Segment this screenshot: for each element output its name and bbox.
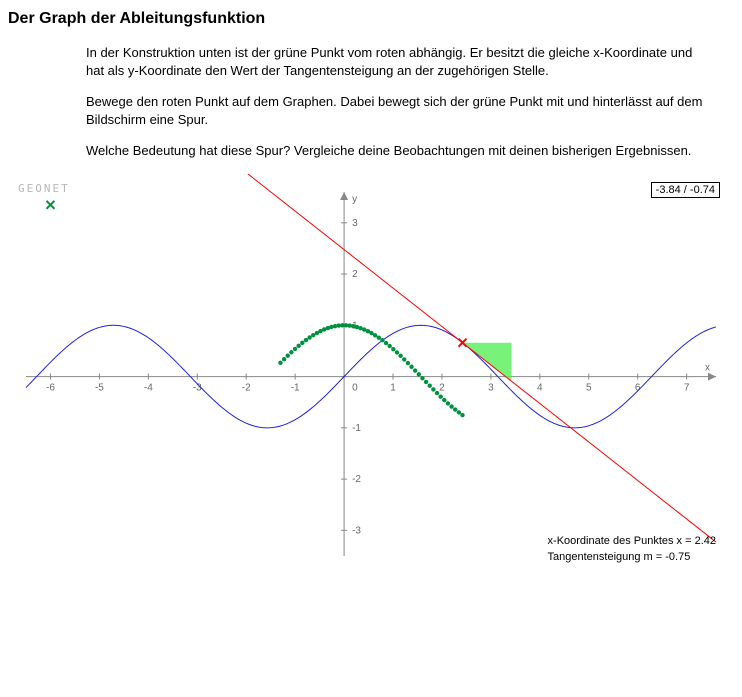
plot-container: GEONET -3.84 / -0.74 -6-5-4-3-2-11234567…: [8, 174, 734, 574]
svg-text:3: 3: [488, 382, 494, 393]
svg-text:2: 2: [439, 382, 445, 393]
svg-text:-4: -4: [144, 382, 153, 393]
svg-text:3: 3: [352, 217, 358, 228]
svg-text:-6: -6: [46, 382, 55, 393]
svg-text:4: 4: [537, 382, 543, 393]
svg-text:-3: -3: [352, 525, 361, 536]
svg-text:-2: -2: [242, 382, 251, 393]
x-coordinate-label: x-Koordinate des Punktes x = 2.42: [548, 533, 716, 550]
svg-text:1: 1: [390, 382, 396, 393]
svg-text:2: 2: [352, 269, 358, 280]
svg-text:y: y: [352, 194, 357, 205]
svg-text:-1: -1: [352, 423, 361, 434]
intro-block: In der Konstruktion unten ist der grüne …: [86, 44, 704, 160]
intro-paragraph-2: Bewege den roten Punkt auf dem Graphen. …: [86, 93, 704, 128]
derivative-plot[interactable]: -6-5-4-3-2-11234567-3-2-11230xy: [8, 174, 734, 574]
page-title: Der Graph der Ableitungsfunktion: [8, 10, 734, 28]
coordinate-readout: -3.84 / -0.74: [651, 182, 720, 198]
svg-text:0: 0: [352, 382, 358, 393]
svg-text:-1: -1: [291, 382, 300, 393]
svg-text:-5: -5: [95, 382, 104, 393]
svg-text:x: x: [705, 362, 710, 373]
intro-paragraph-3: Welche Bedeutung hat diese Spur? Verglei…: [86, 142, 704, 160]
slope-label: Tangentensteigung m = -0.75: [548, 549, 716, 566]
svg-text:-2: -2: [352, 474, 361, 485]
intro-paragraph-1: In der Konstruktion unten ist der grüne …: [86, 44, 704, 79]
plot-footer-labels: x-Koordinate des Punktes x = 2.42 Tangen…: [548, 533, 716, 566]
svg-text:7: 7: [684, 382, 690, 393]
svg-text:5: 5: [586, 382, 592, 393]
geonet-logo: GEONET: [18, 182, 70, 195]
